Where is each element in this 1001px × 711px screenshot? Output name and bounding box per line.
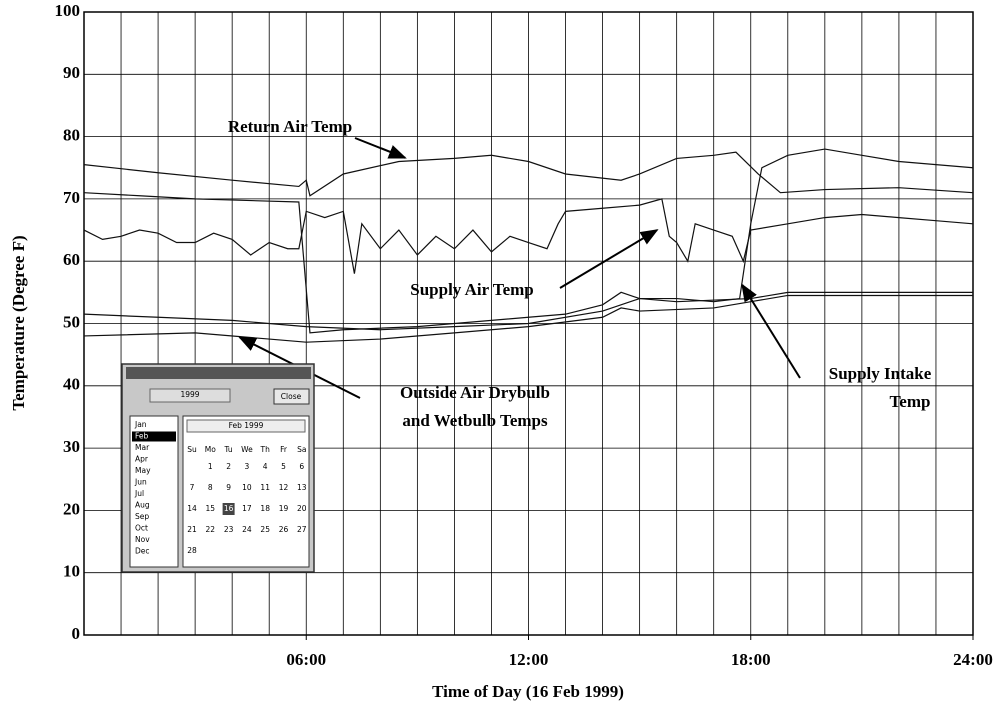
y-tick-label: 70 [63, 188, 80, 207]
month-item[interactable]: Sep [135, 512, 149, 521]
weekday: Mo [205, 445, 216, 454]
series-line [83, 294, 973, 343]
month-item[interactable]: Jun [134, 478, 147, 487]
day[interactable]: 20 [297, 504, 307, 513]
day[interactable]: 16 [224, 504, 234, 513]
y-tick-label: 90 [63, 63, 80, 82]
day[interactable]: 1 [208, 462, 213, 471]
weekday: Tu [223, 445, 232, 454]
day[interactable]: 14 [187, 504, 197, 513]
day[interactable]: 3 [245, 462, 250, 471]
day[interactable]: 4 [263, 462, 268, 471]
month-item[interactable]: Jan [134, 420, 147, 429]
day[interactable]: 5 [281, 462, 286, 471]
y-tick-label: 60 [63, 250, 80, 269]
month-item[interactable]: Mar [135, 443, 150, 452]
annotation-arrow [559, 229, 659, 289]
annotation-arrow [354, 137, 407, 159]
annotation: Return Air Temp [228, 117, 352, 136]
calendar-widget: 1999 Close Jan Feb Mar Apr May Jun Jul Aug Sep Oct N… [121, 363, 315, 573]
y-tick-label: 40 [63, 375, 80, 394]
day[interactable]: 21 [187, 525, 197, 534]
y-tick-label: 50 [63, 312, 80, 331]
day[interactable]: 28 [187, 546, 197, 555]
y-tick-label: 0 [72, 624, 81, 643]
day[interactable]: 12 [279, 483, 289, 492]
day[interactable]: 24 [242, 525, 252, 534]
x-tick-label: 18:00 [731, 650, 771, 669]
y-tick-label: 30 [63, 437, 80, 456]
series-line [83, 148, 974, 334]
day-highlight [222, 503, 235, 515]
y-tick-label: 10 [63, 562, 80, 581]
month-item[interactable]: Jul [134, 489, 144, 498]
year: 1999 [180, 390, 199, 399]
weekday: Fr [280, 445, 288, 454]
day[interactable]: 26 [279, 525, 289, 534]
year-field [149, 388, 231, 403]
month-item[interactable]: Dec [135, 547, 150, 556]
series-line [83, 151, 974, 197]
day[interactable]: 17 [242, 504, 252, 513]
x-tick-label: 12:00 [509, 650, 549, 669]
day[interactable]: 9 [226, 483, 231, 492]
day[interactable]: 23 [224, 525, 234, 534]
weekday: Su [187, 445, 197, 454]
day[interactable]: 11 [260, 483, 270, 492]
x-tick-label: 06:00 [286, 650, 326, 669]
annotation-arrow [741, 283, 801, 379]
month-item[interactable]: Aug [135, 501, 150, 510]
day[interactable]: 2 [226, 462, 231, 471]
weekday: Sa [297, 445, 306, 454]
close-button[interactable] [273, 388, 310, 405]
day[interactable]: 6 [299, 462, 304, 471]
y-tick-label: 20 [63, 499, 80, 518]
day[interactable]: 27 [297, 525, 307, 534]
y-axis-title: Temperature (Degree F) [9, 235, 28, 410]
annotation: and Wetbulb Temps [402, 411, 548, 430]
day[interactable]: 8 [208, 483, 213, 492]
title-bar [126, 367, 311, 379]
month-highlight [132, 431, 176, 442]
day[interactable]: 10 [242, 483, 252, 492]
x-tick-label: 24:00 [953, 650, 993, 669]
month-item[interactable]: Oct [135, 524, 148, 533]
month-title: Feb 1999 [229, 421, 264, 430]
month-item[interactable]: Nov [135, 535, 150, 544]
day-panel [182, 415, 310, 568]
annotation: Supply Intake [829, 364, 932, 383]
x-axis-title: Time of Day (16 Feb 1999) [432, 682, 624, 701]
annotation: Outside Air Drybulb [400, 383, 550, 402]
month-item[interactable]: Feb [135, 432, 149, 441]
month-item[interactable]: Apr [135, 455, 149, 464]
y-tick-label: 100 [55, 1, 81, 20]
day[interactable]: 22 [206, 525, 216, 534]
day[interactable]: 18 [260, 504, 270, 513]
month-item[interactable]: May [135, 466, 151, 475]
series-line [83, 198, 974, 274]
day[interactable]: 25 [260, 525, 270, 534]
month-title-box [186, 419, 306, 433]
day[interactable]: 15 [206, 504, 216, 513]
day[interactable]: 19 [279, 504, 289, 513]
close-label: Close [281, 392, 302, 401]
weekday: We [241, 445, 253, 454]
y-tick-label: 80 [63, 126, 80, 145]
weekday: Th [260, 445, 271, 454]
annotation: Supply Air Temp [410, 280, 533, 299]
day[interactable]: 13 [297, 483, 307, 492]
day[interactable]: 7 [190, 483, 195, 492]
annotation: Temp [890, 392, 931, 411]
